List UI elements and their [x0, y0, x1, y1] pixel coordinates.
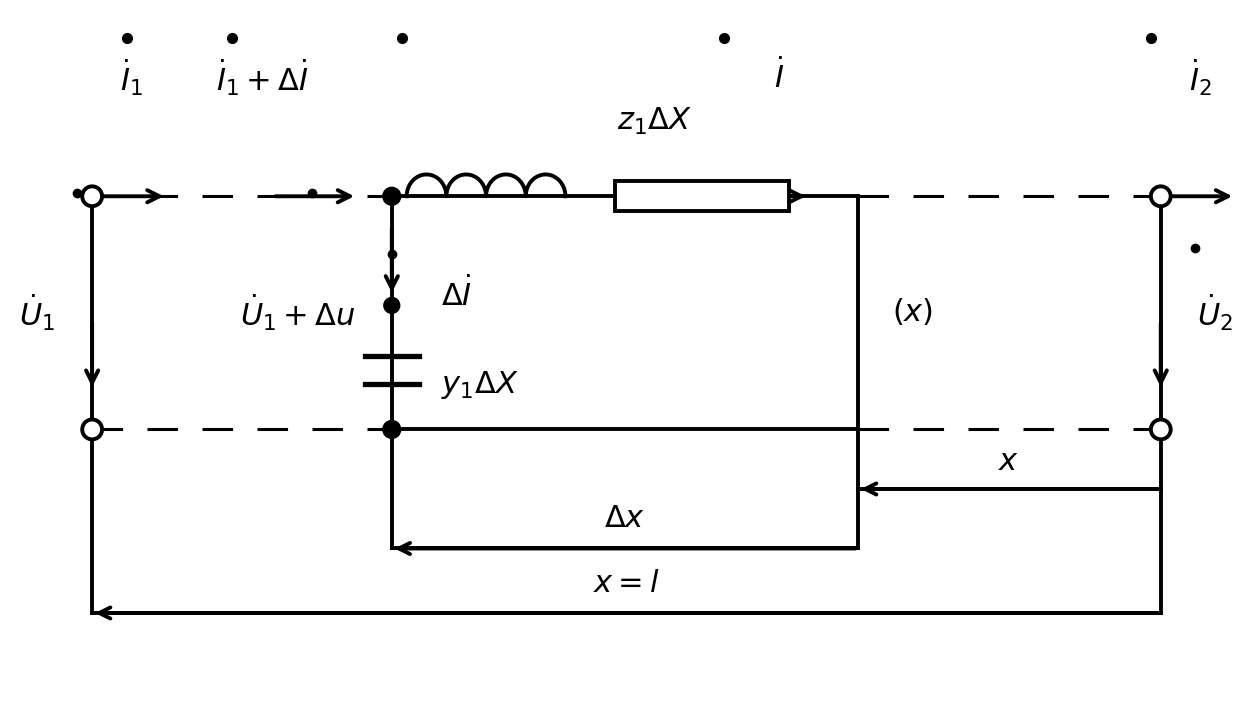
Text: $\dot{I}_1$: $\dot{I}_1$ — [120, 56, 144, 98]
Text: $\dot{I}$: $\dot{I}$ — [774, 59, 784, 95]
Text: $x$: $x$ — [998, 446, 1019, 477]
Circle shape — [82, 420, 102, 439]
Circle shape — [1151, 186, 1171, 206]
Text: $\dot{U}_2$: $\dot{U}_2$ — [1198, 292, 1234, 333]
Circle shape — [383, 421, 401, 438]
Bar — [615, 181, 789, 211]
Text: $\dot{U}_1+\Delta u$: $\dot{U}_1+\Delta u$ — [239, 292, 355, 333]
Text: $y_1\Delta X$: $y_1\Delta X$ — [441, 369, 520, 401]
Circle shape — [383, 187, 401, 205]
Circle shape — [1151, 420, 1171, 439]
Text: $(x)$: $(x)$ — [892, 297, 934, 328]
Circle shape — [384, 298, 399, 313]
Text: $\dot{I}_1+\Delta\dot{I}$: $\dot{I}_1+\Delta\dot{I}$ — [216, 56, 308, 98]
Text: $z_1\Delta X$: $z_1\Delta X$ — [618, 106, 692, 137]
Text: $\Delta\dot{I}$: $\Delta\dot{I}$ — [441, 278, 472, 313]
Text: $\dot{U}_1$: $\dot{U}_1$ — [20, 292, 56, 333]
Circle shape — [82, 186, 102, 206]
Text: $\dot{I}_2$: $\dot{I}_2$ — [1189, 56, 1211, 98]
Text: $\Delta x$: $\Delta x$ — [604, 503, 646, 534]
Text: $x=l$: $x=l$ — [593, 568, 660, 599]
